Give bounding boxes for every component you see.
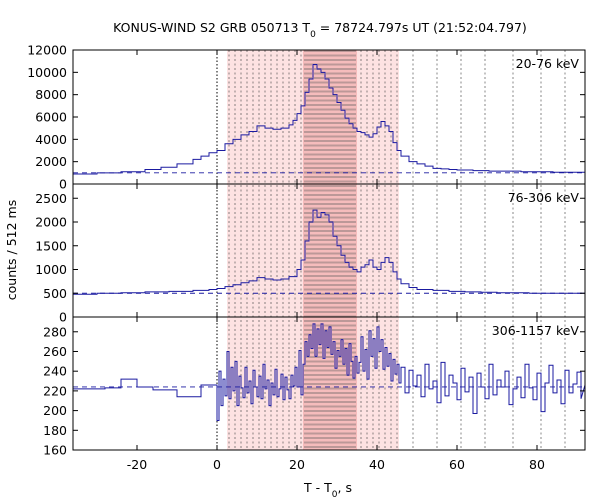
y-tick-label: 160	[43, 443, 67, 458]
y-tick-label: 280	[43, 324, 67, 339]
panel-energy-label-1: 20-76 keV	[516, 56, 580, 71]
shaded-region-2	[357, 50, 399, 450]
y-tick-label: 6000	[35, 110, 67, 125]
y-tick-label: 10000	[27, 65, 67, 80]
panel-label-layer: 20-76 keV 76-306 keV 306-1157 keV	[492, 56, 580, 338]
y-tick-label: 2000	[35, 215, 67, 230]
y-tick-label: 1500	[35, 238, 67, 253]
series-layer	[73, 64, 586, 421]
x-tick-label: 20	[289, 457, 305, 472]
y-tick-label: 8000	[35, 87, 67, 102]
axis-tick-layer: 0200040006000800010000120000500100015002…	[27, 43, 585, 472]
series-line-panel-2	[73, 209, 585, 295]
chart-title: KONUS-WIND S2 GRB 050713 T0 = 78724.797s…	[113, 20, 527, 40]
y-tick-label: 2500	[35, 191, 67, 206]
series-line-panel-3	[73, 323, 586, 421]
shaded-region-layer	[227, 50, 399, 450]
panel-energy-label-2: 76-306 keV	[508, 190, 580, 205]
y-tick-label: 220	[43, 383, 67, 398]
y-tick-label: 200	[43, 403, 67, 418]
x-tick-label: 60	[449, 457, 465, 472]
x-axis-label: T - T0, s	[303, 480, 352, 500]
y-tick-label: 500	[43, 286, 67, 301]
x-tick-label: -20	[127, 457, 147, 472]
shaded-region-1	[303, 50, 357, 450]
y-tick-label: 0	[59, 310, 67, 325]
y-tick-label: 0	[59, 177, 67, 192]
y-tick-label: 4000	[35, 132, 67, 147]
panel-frame-3	[72, 316, 586, 451]
y-axis-label: counts / 512 ms	[4, 200, 19, 300]
series-line-panel-1	[73, 64, 586, 175]
y-tick-label: 240	[43, 364, 67, 379]
y-tick-label: 2000	[35, 154, 67, 169]
y-tick-label: 12000	[27, 43, 67, 58]
x-tick-label: 80	[529, 457, 545, 472]
x-tick-label: 0	[213, 457, 221, 472]
y-tick-label: 260	[43, 344, 67, 359]
y-tick-label: 1000	[35, 262, 67, 277]
y-tick-label: 180	[43, 423, 67, 438]
x-tick-label: 40	[369, 457, 385, 472]
panel-energy-label-3: 306-1157 keV	[492, 323, 580, 338]
